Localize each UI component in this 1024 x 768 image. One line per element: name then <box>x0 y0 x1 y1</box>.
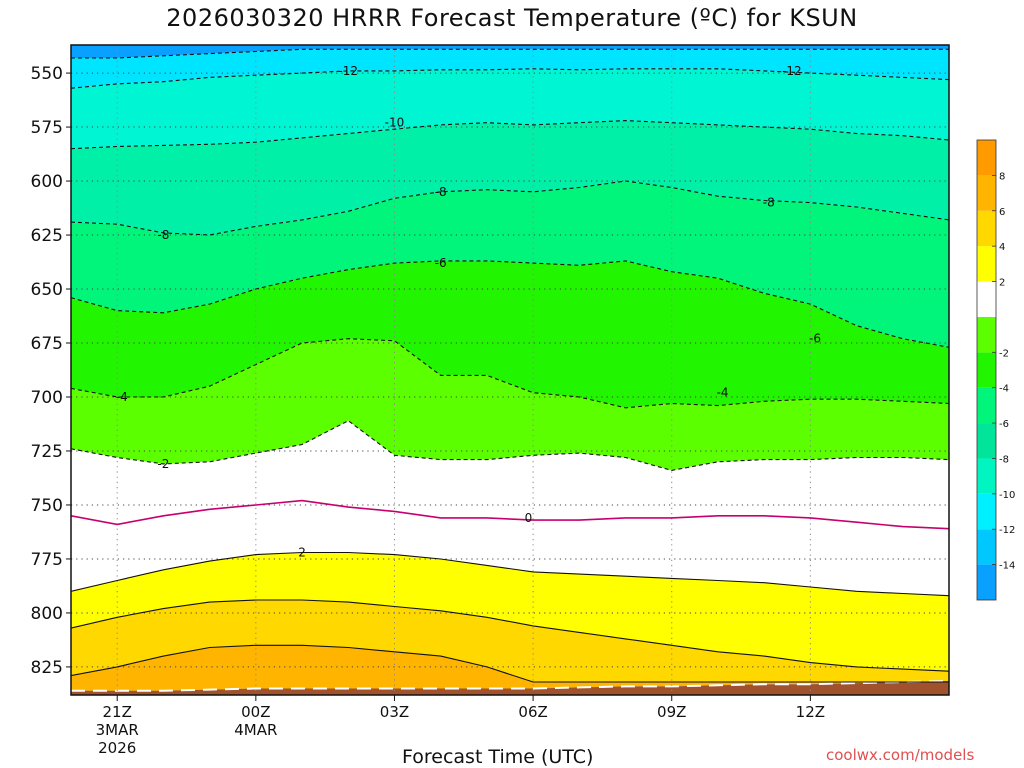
band-plus4-plus6 <box>71 600 949 682</box>
x-tick-label: 00Z <box>241 703 270 721</box>
temperature-fill-bands <box>71 45 949 695</box>
colorbar-tick-label: -6 <box>999 419 1009 430</box>
isotherm-plus0 <box>71 499 949 530</box>
isotherm-minus12 <box>71 68 949 89</box>
x-axis-label: Forecast Time (UTC) <box>402 746 594 768</box>
colorbar-swatch <box>977 281 996 317</box>
y-tick-label: 650 <box>31 280 63 300</box>
contour-label: -12 <box>338 64 358 78</box>
isotherm-minus10 <box>71 120 949 150</box>
band-minus10-minus8 <box>71 120 949 235</box>
colorbar-frame <box>976 139 997 601</box>
isotherm-minus2 <box>71 420 949 471</box>
band-minus8-minus6 <box>71 181 949 348</box>
contour-labels: -12 -12 -10 -8 -8 -8 -6 -6 -4 -4 -2 0 2 <box>116 64 821 560</box>
x-tick-label: 21Z <box>103 703 132 721</box>
x-tick-label: 4MAR <box>234 721 277 739</box>
colorbar-swatch <box>977 352 996 388</box>
contour-label: 0 <box>525 511 533 525</box>
contour-label: 2 <box>298 545 306 559</box>
band-minus4-minus2 <box>71 338 949 471</box>
terrain-ground <box>71 681 949 695</box>
colorbar-swatch <box>977 175 996 211</box>
x-tick-label: 09Z <box>657 703 686 721</box>
y-tick-label: 775 <box>31 550 63 570</box>
colorbar-swatch <box>977 246 996 282</box>
y-tick-label: 700 <box>31 388 63 408</box>
contour-label: -6 <box>435 256 447 270</box>
isotherm-plus4 <box>71 599 949 672</box>
isotherm-plus2 <box>71 551 949 597</box>
y-tick-label: 625 <box>31 226 63 246</box>
band-below-minus14 <box>71 45 949 58</box>
band-minus2-plus2 <box>71 420 949 596</box>
colorbar-swatch <box>977 140 996 176</box>
isotherm-minus6 <box>71 260 949 348</box>
y-tick-label: 675 <box>31 334 63 354</box>
band-plus2-plus4 <box>71 552 949 672</box>
pressure-axis: 550 575 600 625 650 675 700 725 750 775 800 825 <box>31 64 71 678</box>
x-tick-label: 03Z <box>380 703 409 721</box>
plot-frame <box>70 44 950 696</box>
colorbar-swatch <box>977 210 996 247</box>
colorbar-tick-label: -8 <box>999 454 1009 465</box>
colorbar-legend: -14 -12 -10 -8 -6 -4 -2 2 4 6 8 <box>976 139 1015 601</box>
colorbar-swatch <box>977 458 996 494</box>
colorbar-tick-label: 8 <box>999 171 1005 182</box>
isotherm-minus8 <box>71 180 949 236</box>
colorbar-swatch <box>977 387 996 424</box>
contour-label: -4 <box>717 386 729 400</box>
colorbar-swatch <box>977 564 996 600</box>
colorbar-swatch <box>977 316 996 353</box>
contour-label: -4 <box>116 390 128 404</box>
band-minus14-minus12 <box>71 49 949 89</box>
isotherm-minus14 <box>71 48 949 59</box>
colorbar-swatch <box>977 493 996 530</box>
y-tick-label: 575 <box>31 118 63 138</box>
colorbar-swatch <box>977 423 996 459</box>
x-tick-label: 12Z <box>796 703 825 721</box>
contour-label: -8 <box>157 228 169 242</box>
y-tick-label: 550 <box>31 64 63 84</box>
colorbar-tick-label: 6 <box>999 207 1005 218</box>
colorbar-tick-label: 4 <box>999 242 1005 253</box>
y-tick-label: 825 <box>31 658 63 678</box>
colorbar-swatch <box>977 529 996 565</box>
colorbar-tick-label: -10 <box>999 490 1015 501</box>
y-tick-label: 600 <box>31 172 63 192</box>
band-minus12-minus10 <box>71 68 949 149</box>
contour-label: -8 <box>763 196 775 210</box>
x-tick-label: 3MAR <box>96 721 139 739</box>
colorbar-tick-label: -12 <box>999 525 1015 536</box>
band-above-plus6 <box>71 645 949 691</box>
chart-title: 2026030320 HRRR Forecast Temperature (ºC… <box>166 4 858 32</box>
isotherm-lines <box>71 48 949 683</box>
band-minus6-minus4 <box>71 260 949 408</box>
contour-label: -6 <box>809 332 821 346</box>
terrain-surface-line <box>71 679 949 692</box>
y-tick-label: 725 <box>31 442 63 462</box>
colorbar-tick-label: -4 <box>999 384 1009 395</box>
x-tick-label: 2026 <box>98 739 136 757</box>
grid-lines <box>71 45 949 695</box>
contour-label: -2 <box>157 457 169 471</box>
y-tick-label: 800 <box>31 604 63 624</box>
x-tick-label: 06Z <box>518 703 547 721</box>
isotherm-plus6 <box>71 644 949 683</box>
contour-label: -8 <box>435 185 447 199</box>
colorbar-tick-label: -14 <box>999 561 1015 572</box>
colorbar-tick-label: 2 <box>999 278 1005 289</box>
contour-label: -10 <box>385 116 405 130</box>
colorbar-tick-label: -2 <box>999 348 1009 359</box>
credit-text: coolwx.com/models <box>826 746 975 764</box>
isotherm-minus4 <box>71 338 949 409</box>
y-tick-label: 750 <box>31 496 63 516</box>
contour-label: -12 <box>782 64 802 78</box>
